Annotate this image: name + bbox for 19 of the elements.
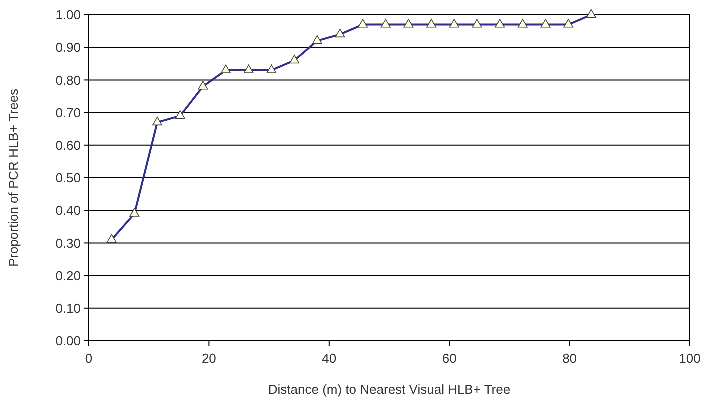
y-tick-label: 0.00 <box>56 334 81 349</box>
y-tick-label: 0.20 <box>56 268 81 284</box>
x-tick-label: 100 <box>679 351 701 366</box>
y-tick-label: 0.60 <box>56 138 81 153</box>
y-tick-label: 0.50 <box>56 170 81 186</box>
y-tick-label: 0.80 <box>56 72 81 88</box>
y-tick-label: 0.40 <box>56 203 81 218</box>
y-axis-title: Proportion of PCR HLB+ Trees <box>6 88 21 268</box>
x-axis-title: Distance (m) to Nearest Visual HLB+ Tree <box>268 382 511 397</box>
y-tick-label: 1.00 <box>56 8 81 23</box>
x-tick-label: 0 <box>85 351 93 366</box>
y-tick-label: 0.10 <box>56 300 81 316</box>
y-tick-label: 0.30 <box>56 236 81 251</box>
x-tick-label: 20 <box>202 351 216 366</box>
x-tick-label: 60 <box>442 351 457 366</box>
x-tick-label: 40 <box>322 351 337 366</box>
y-tick-label: 0.70 <box>56 105 81 120</box>
y-tick-label: 0.90 <box>56 40 81 56</box>
x-tick-label: 80 <box>562 351 578 366</box>
